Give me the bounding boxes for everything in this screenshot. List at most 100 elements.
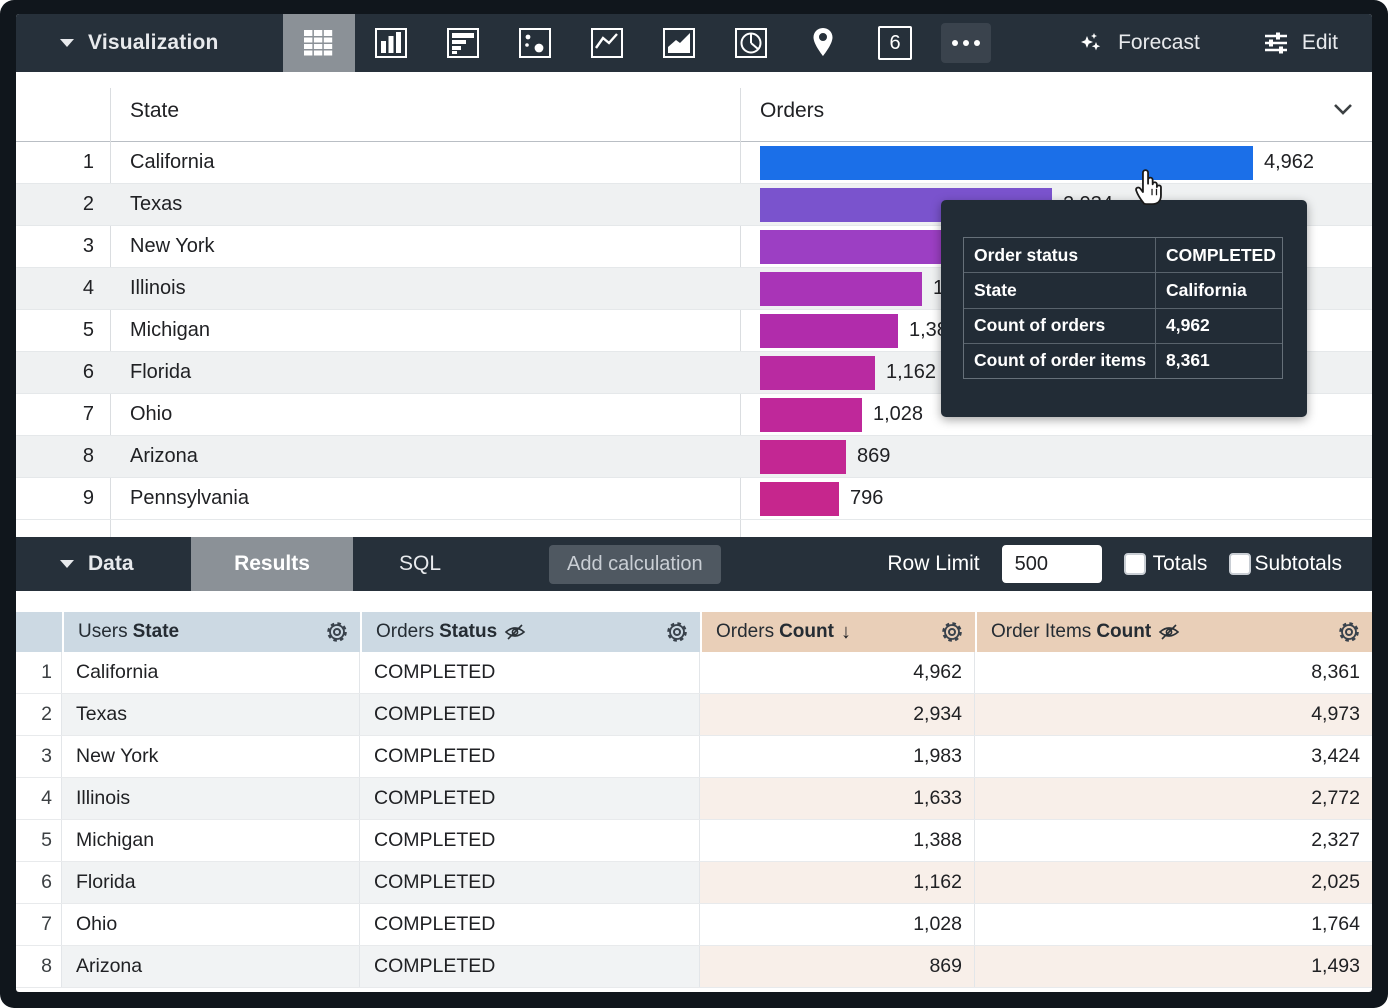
visualization-section-toggle[interactable]: Visualization — [16, 31, 283, 55]
column-header-state[interactable]: Users State — [64, 612, 362, 652]
column-header-count[interactable]: Order Items Count — [977, 612, 1372, 652]
viz-type-table-button[interactable] — [283, 14, 355, 72]
results-table-header: Users State Orders Status Orders Count ↓ Order … — [16, 612, 1372, 652]
edit-button[interactable]: Edit — [1262, 30, 1338, 56]
viz-row-number: 6 — [82, 361, 94, 383]
orders-bar[interactable] — [760, 229, 957, 264]
viz-type-single-value-button[interactable]: 6 — [859, 14, 931, 72]
viz-table-row: 8 Arizona 869 — [16, 436, 1372, 478]
subtotals-toggle[interactable]: Subtotals — [1229, 552, 1342, 576]
column-collapse-button[interactable] — [1332, 102, 1354, 121]
viz-row-number: 5 — [82, 319, 94, 341]
orders-count-cell: 1,162 — [700, 862, 975, 903]
totals-toggle[interactable]: Totals — [1123, 552, 1208, 576]
status-cell: COMPLETED — [360, 736, 700, 777]
more-options-icon — [952, 40, 958, 46]
order-items-count-cell: 8,361 — [975, 652, 1372, 693]
hidden-column-icon — [504, 623, 526, 641]
viz-row-number: 3 — [82, 235, 94, 257]
orders-count-cell: 1,388 — [700, 820, 975, 861]
subtotals-label: Subtotals — [1254, 552, 1342, 575]
row-number-cell: 3 — [16, 736, 62, 777]
column-gear-button[interactable] — [324, 619, 350, 645]
row-number-cell: 7 — [16, 904, 62, 945]
viz-col-state-header[interactable]: State — [130, 99, 180, 122]
area-chart-icon — [663, 28, 695, 58]
orders-bar-value: 4,962 — [1264, 151, 1315, 173]
results-rows-container: 1 California COMPLETED 4,962 8,361 2 Texas COMP… — [16, 652, 1372, 988]
edit-label: Edit — [1301, 31, 1338, 54]
viz-bar-cell: 1,028 — [740, 394, 1372, 435]
column-header-status[interactable]: Orders Status — [362, 612, 702, 652]
orders-bar[interactable] — [760, 313, 898, 348]
forecast-button[interactable]: Forecast — [1076, 28, 1200, 58]
column-header-count[interactable]: Orders Count ↓ — [702, 612, 977, 652]
column-gear-button[interactable] — [1336, 619, 1362, 645]
orders-bar[interactable] — [760, 481, 839, 516]
status-cell: COMPLETED — [360, 946, 700, 987]
results-table-row: 7 Ohio COMPLETED 1,028 1,764 — [16, 904, 1372, 946]
tooltip-value: California — [1166, 279, 1247, 300]
row-limit-input[interactable] — [1001, 545, 1102, 583]
orders-bar[interactable] — [760, 397, 862, 432]
viz-type-area-button[interactable] — [643, 14, 715, 72]
order-items-count-cell: 1,493 — [975, 946, 1372, 987]
visualization-toolbar: Visualization — [16, 14, 1372, 72]
orders-bar[interactable] — [760, 145, 1253, 180]
forecast-sparkle-icon — [1081, 33, 1101, 51]
totals-label: Totals — [1152, 552, 1208, 575]
column-gear-button[interactable] — [939, 619, 965, 645]
more-viz-types-button[interactable] — [941, 23, 991, 63]
row-limit-label: Row Limit — [887, 552, 980, 575]
viz-type-column-button[interactable] — [355, 14, 427, 72]
viz-bar-cell: 869 — [740, 436, 1372, 477]
orders-count-cell: 2,934 — [700, 694, 975, 735]
orders-bar[interactable] — [760, 439, 846, 474]
state-cell: Michigan — [62, 820, 360, 861]
tab-sql[interactable]: SQL — [398, 552, 442, 575]
viz-state-cell: Ohio — [130, 403, 173, 425]
viz-column-divider — [110, 88, 111, 537]
mouse-cursor-hand — [1130, 162, 1172, 213]
chevron-down-icon — [1334, 104, 1352, 115]
totals-checkbox[interactable] — [1123, 553, 1146, 575]
orders-bar[interactable] — [760, 355, 875, 390]
single-value-icon: 6 — [878, 26, 912, 60]
row-number-cell: 5 — [16, 820, 62, 861]
column-gear-button[interactable] — [664, 619, 690, 645]
tooltip-label: State — [964, 273, 1156, 308]
viz-type-scatter-button[interactable] — [499, 14, 571, 72]
viz-type-line-button[interactable] — [571, 14, 643, 72]
table-icon — [304, 30, 333, 56]
tooltip-label: Order status — [964, 238, 1156, 273]
orders-bar[interactable] — [760, 271, 922, 306]
viz-bar-cell: 4,962 — [740, 142, 1372, 183]
viz-type-map-button[interactable] — [787, 14, 859, 72]
row-number-cell: 8 — [16, 946, 62, 987]
state-cell: Ohio — [62, 904, 360, 945]
add-calculation-button[interactable]: Add calculation — [549, 544, 721, 584]
viz-row-number: 1 — [82, 151, 94, 173]
pie-chart-icon — [735, 28, 767, 58]
bar-tooltip: Order status COMPLETED State California Coun… — [941, 200, 1307, 417]
viz-col-orders-header[interactable]: Orders — [760, 99, 825, 122]
status-cell: COMPLETED — [360, 904, 700, 945]
tooltip-label: Count of order items — [964, 343, 1156, 378]
collapse-caret-icon — [60, 39, 74, 47]
viz-column-divider — [740, 88, 741, 537]
viz-type-bar-button[interactable] — [427, 14, 499, 72]
state-cell: Florida — [62, 862, 360, 903]
results-table-row: 6 Florida COMPLETED 1,162 2,025 — [16, 862, 1372, 904]
order-items-count-cell: 2,772 — [975, 778, 1372, 819]
tab-results[interactable]: Results — [191, 537, 353, 591]
row-number-header — [16, 612, 64, 652]
orders-count-cell: 869 — [700, 946, 975, 987]
subtotals-checkbox[interactable] — [1229, 553, 1252, 575]
viz-row-number: 2 — [82, 193, 94, 215]
data-section-toggle[interactable]: Data — [16, 552, 191, 576]
viz-bar-cell: 796 — [740, 478, 1372, 519]
visualization-title: Visualization — [88, 31, 219, 54]
viz-type-pie-button[interactable] — [715, 14, 787, 72]
